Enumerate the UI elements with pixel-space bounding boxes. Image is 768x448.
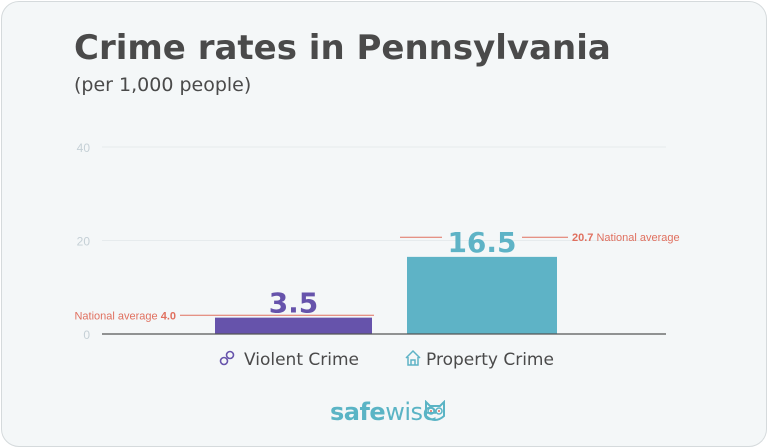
chart-title: Crime rates in Pennsylvania [74,28,611,68]
house-icon [405,349,421,366]
handcuffs-icon [219,350,235,366]
y-tick-label: 20 [77,235,91,249]
bar-violent-crime [215,317,372,334]
brand-part1: safe [330,398,386,426]
national-average-label: 20.7 National average [572,232,680,244]
owl-icon [425,400,445,421]
category-label: Property Crime [426,350,554,370]
value-label: 3.5 [269,287,319,320]
value-label: 16.5 [447,226,516,259]
y-tick-label: 0 [83,328,90,342]
category-label: Violent Crime [244,350,359,370]
safewise-logo: safewise [330,398,445,426]
chart-subtitle: (per 1,000 people) [74,74,252,96]
bar-property-crime [407,256,557,334]
y-tick-label: 40 [77,141,91,155]
national-average-label: National average 4.0 [74,310,176,322]
